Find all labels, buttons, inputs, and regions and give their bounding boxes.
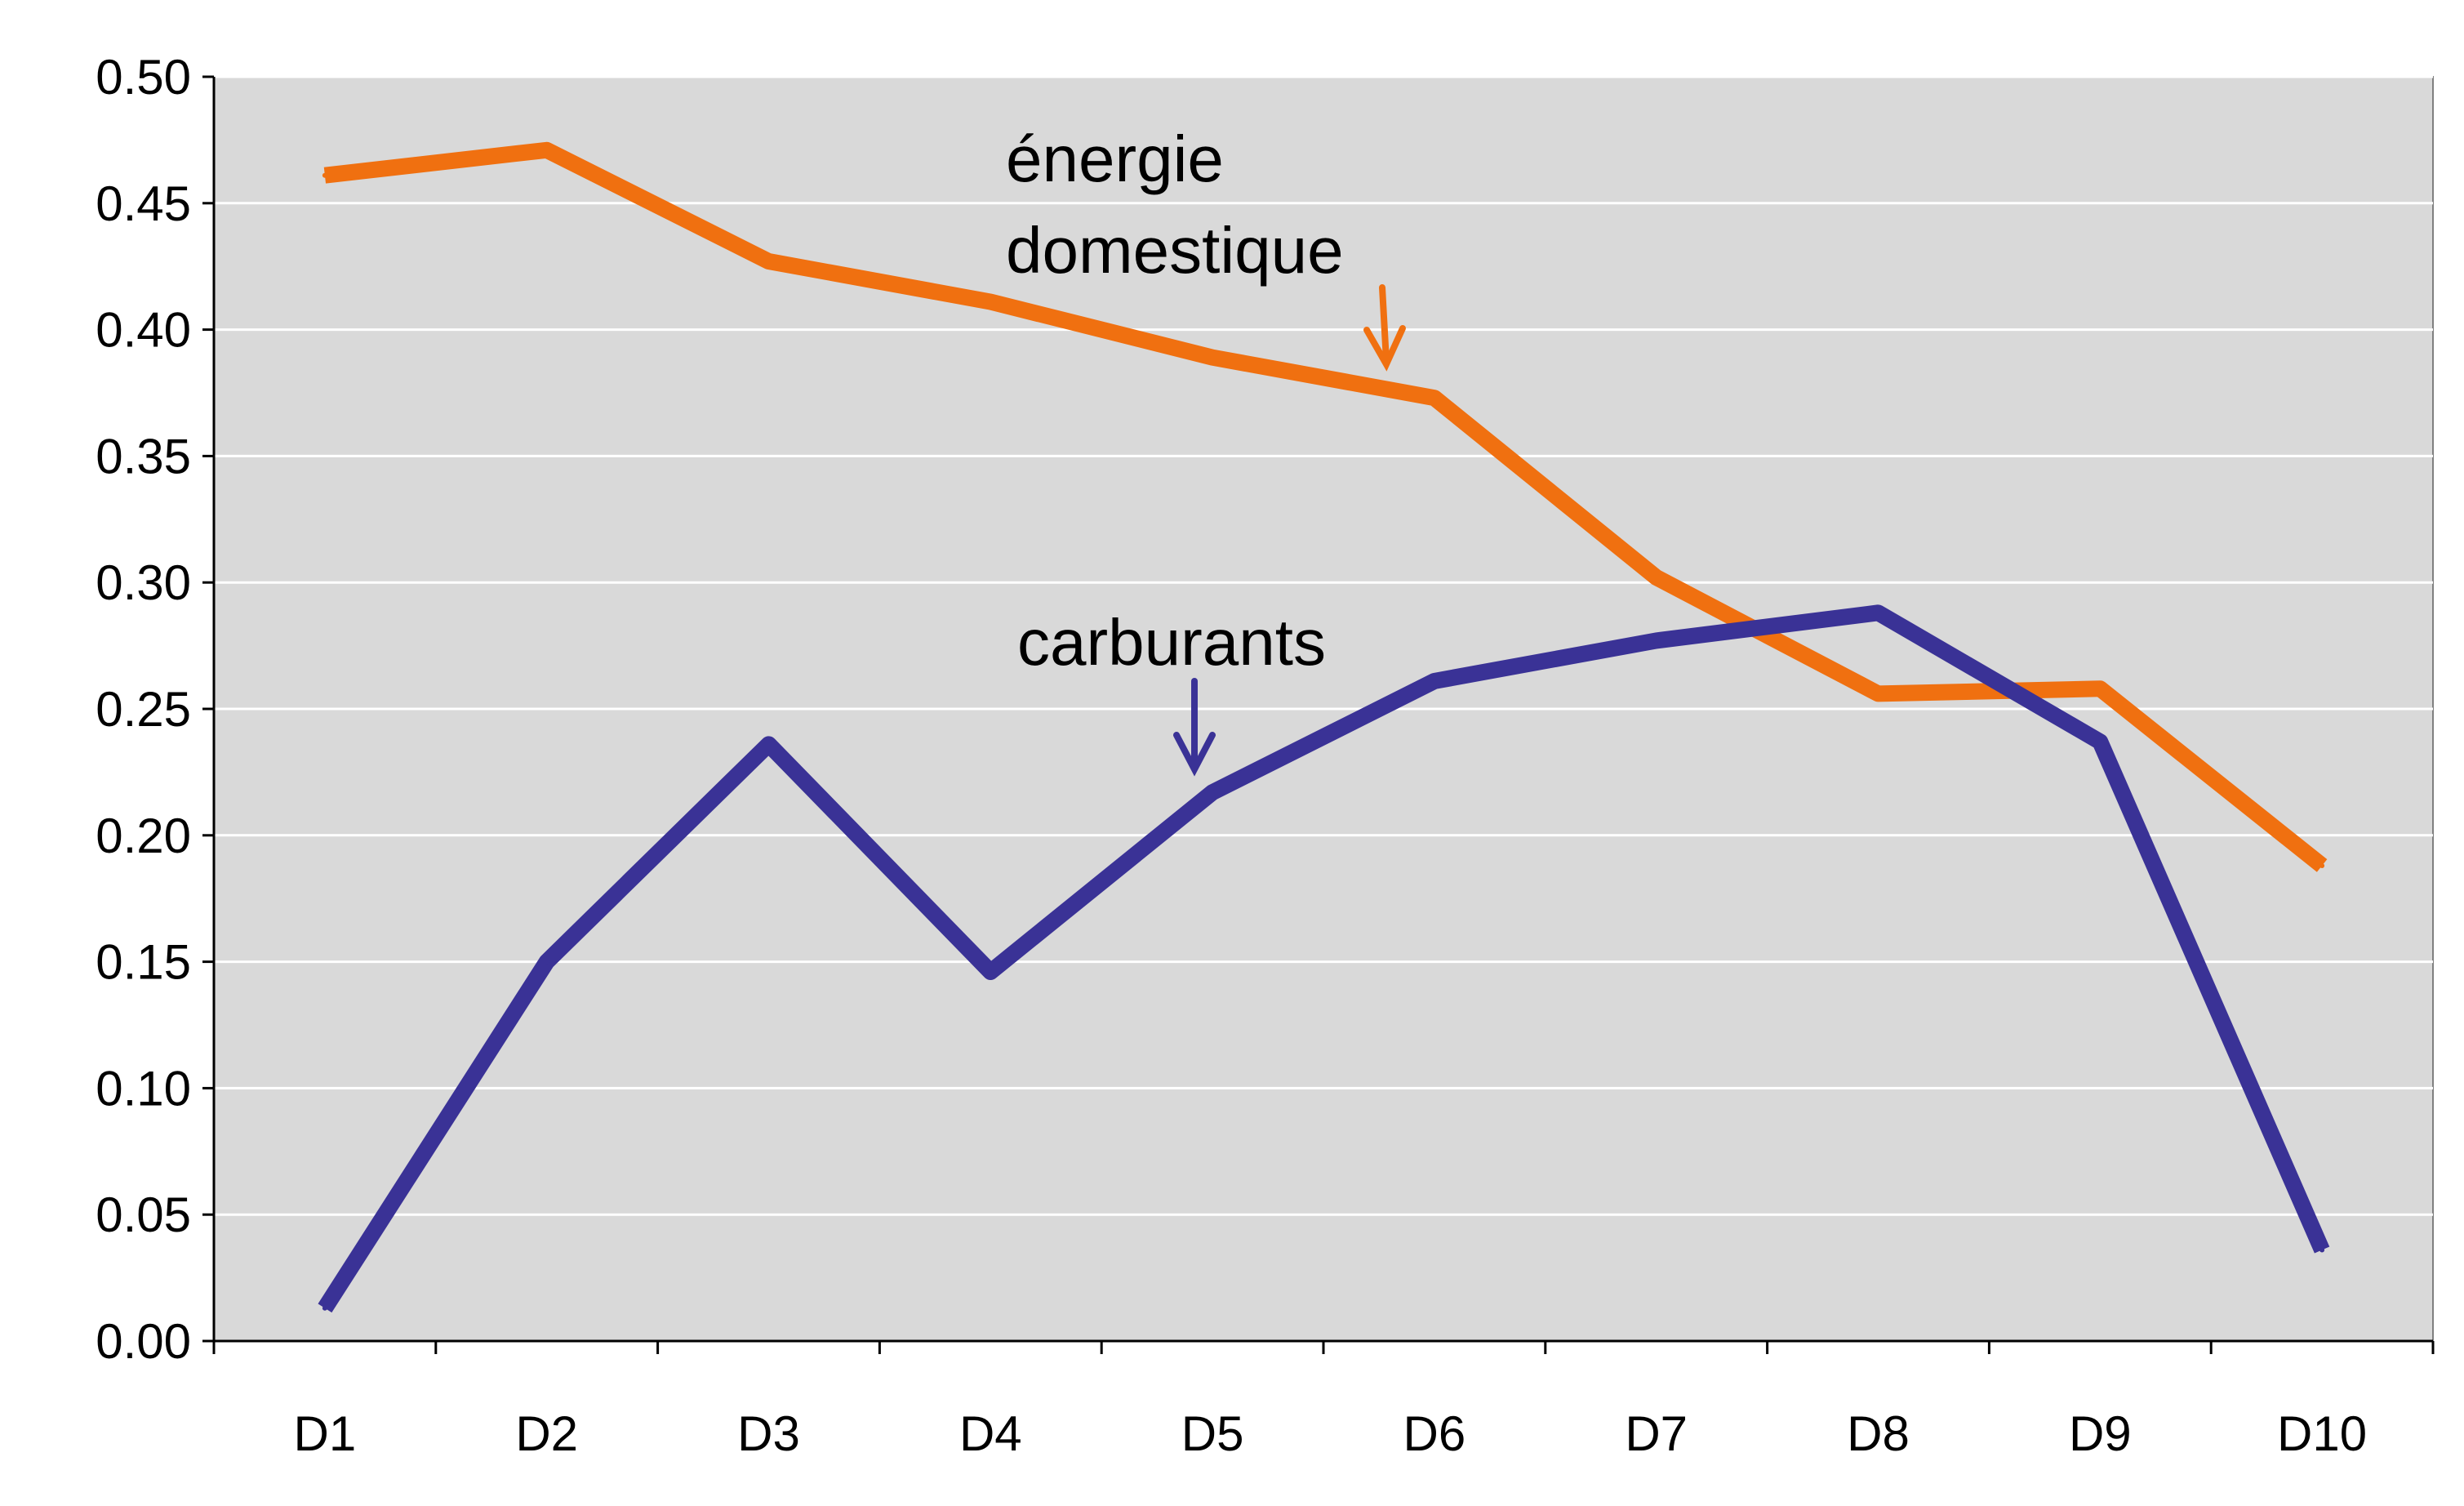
x-tick-label: D1 [294, 1406, 357, 1461]
y-tick-label: 0.10 [96, 1061, 191, 1116]
series-1-point [322, 1305, 327, 1311]
series-0-point [988, 299, 994, 305]
y-axis-ticks: 0.00 0.05 0.10 0.15 0.20 0.25 0.30 0.35 0.40 0.45… [96, 50, 214, 1369]
x-tick-label: D3 [737, 1406, 800, 1461]
x-tick-label: D4 [959, 1406, 1022, 1461]
series-0-point [1210, 354, 1216, 360]
x-tick-label: D8 [1847, 1406, 1910, 1461]
y-tick-label: 0.25 [96, 682, 191, 737]
annotation-energie-arrow [1363, 284, 1406, 372]
x-tick-label: D10 [2277, 1406, 2367, 1461]
x-tick-label: D9 [2069, 1406, 2132, 1461]
gridlines [214, 75, 2433, 1216]
y-tick-label: 0.45 [96, 176, 191, 231]
series-0-point [1653, 575, 1659, 581]
series-0-point [544, 147, 549, 153]
x-tick-label: D5 [1181, 1406, 1244, 1461]
annotation-carburants-arrow [1173, 678, 1216, 777]
y-tick-label: 0.30 [96, 555, 191, 610]
series-1-point [766, 742, 772, 747]
x-tick-label: D7 [1625, 1406, 1688, 1461]
series-1-point [544, 959, 549, 965]
series-lines [318, 141, 2330, 1313]
annotation-energie: énergie domestique [1006, 123, 1406, 372]
y-tick-label: 0.35 [96, 429, 191, 483]
series-1-point [2319, 1247, 2325, 1253]
series-0-point [2097, 686, 2103, 692]
x-tick-label: D2 [515, 1406, 578, 1461]
x-axis-ticks: D1 D2 D3 D4 D5 D6 D7 D8 D9 D10 [212, 1341, 2435, 1461]
series-0-point [322, 172, 327, 178]
series-0-point [2319, 862, 2325, 868]
series-line-1 [318, 604, 2330, 1313]
series-1-point [1875, 610, 1881, 616]
y-tick-label: 0.05 [96, 1187, 191, 1242]
annotation-carburants: carburants [1017, 606, 1326, 777]
series-1-point [1210, 790, 1216, 795]
series-1-point [1431, 678, 1437, 684]
series-0-point [1431, 395, 1437, 401]
series-1-point [988, 969, 994, 974]
y-tick-label: 0.40 [96, 303, 191, 358]
annotation-energie-line2: domestique [1006, 214, 1344, 287]
y-tick-label: 0.00 [96, 1314, 191, 1369]
annotation-carburants-label: carburants [1017, 606, 1326, 679]
y-tick-label: 0.20 [96, 809, 191, 863]
x-tick-label: D6 [1403, 1406, 1466, 1461]
series-line-0 [323, 141, 2328, 872]
series-0-point [1875, 691, 1881, 697]
series-1-point [2097, 739, 2103, 745]
series-0-point [766, 259, 772, 265]
annotation-energie-line1: énergie [1006, 123, 1224, 195]
series-1-point [1653, 638, 1659, 644]
y-tick-label: 0.15 [96, 935, 191, 990]
y-tick-label: 0.50 [96, 50, 191, 105]
